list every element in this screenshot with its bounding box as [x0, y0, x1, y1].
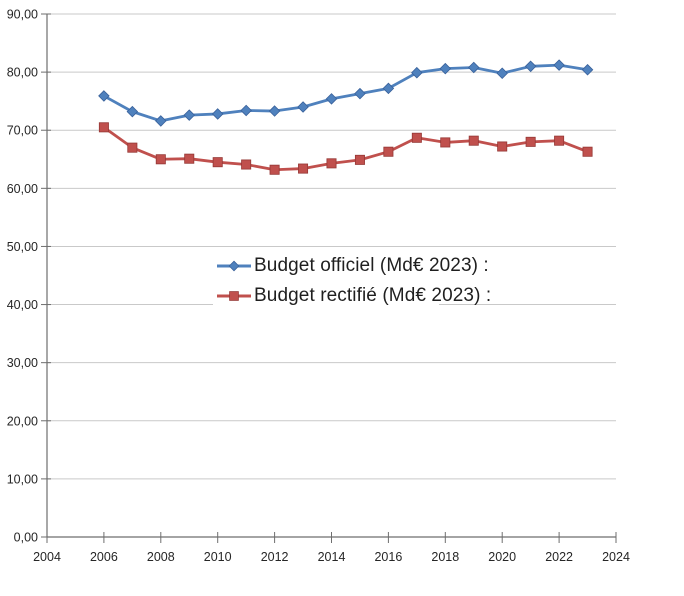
data-point-diamond	[553, 59, 565, 71]
x-tick-label: 2008	[147, 550, 175, 564]
data-point-diamond	[439, 62, 452, 75]
legend-label-budget-officiel: Budget officiel (Md€ 2023) :	[254, 255, 489, 276]
y-tick-label: 20,00	[7, 414, 38, 428]
x-tick-label: 2006	[90, 550, 118, 564]
legend-item-budget-rectifie: Budget rectifié (Md€ 2023) :	[216, 281, 491, 311]
data-point-diamond	[354, 87, 366, 100]
data-point-square	[497, 141, 508, 152]
legend-backdrop	[213, 249, 439, 313]
data-point-square	[298, 163, 309, 174]
x-tick-label: 2022	[545, 550, 573, 564]
data-point-diamond	[325, 93, 338, 105]
chart-legend: Budget officiel (Md€ 2023) : Budget rect…	[216, 251, 491, 311]
y-tick-label: 40,00	[7, 298, 38, 312]
data-point-diamond	[496, 67, 508, 80]
data-point-square	[411, 132, 422, 143]
data-point-square	[440, 137, 451, 148]
y-tick-label: 80,00	[7, 66, 38, 80]
y-tick-label: 0,00	[14, 531, 38, 545]
x-tick-label: 2010	[204, 550, 232, 564]
legend-swatch-officiel-icon	[217, 260, 251, 272]
data-point-square	[582, 146, 593, 157]
data-point-diamond	[382, 82, 395, 95]
y-tick-label: 90,00	[7, 8, 38, 22]
data-point-diamond	[467, 61, 480, 74]
y-tick-label: 30,00	[7, 356, 38, 370]
x-tick-label: 2004	[33, 550, 61, 564]
data-point-diamond	[524, 60, 537, 73]
data-point-square	[212, 157, 223, 168]
data-point-diamond	[411, 66, 423, 79]
data-point-diamond	[268, 105, 281, 117]
x-tick-label: 2012	[261, 550, 289, 564]
data-point-diamond	[211, 108, 224, 120]
data-point-square	[383, 146, 394, 157]
data-point-square	[98, 122, 109, 133]
x-tick-label: 2018	[431, 550, 459, 564]
y-tick-label: 50,00	[7, 240, 38, 254]
x-tick-label: 2016	[374, 550, 402, 564]
data-point-square	[525, 136, 536, 147]
data-point-diamond	[297, 101, 309, 113]
data-point-square	[184, 153, 195, 164]
data-point-diamond	[126, 105, 139, 118]
data-point-diamond	[581, 64, 594, 76]
y-tick-label: 70,00	[7, 124, 38, 138]
x-tick-label: 2014	[318, 550, 346, 564]
data-point-square	[269, 164, 280, 175]
data-point-square	[155, 154, 166, 165]
data-point-diamond	[240, 104, 252, 117]
x-tick-label: 2024	[602, 550, 630, 564]
y-tick-label: 60,00	[7, 182, 38, 196]
data-point-square	[554, 135, 565, 146]
series-line	[102, 125, 589, 172]
data-point-square	[241, 159, 252, 170]
data-point-square	[127, 142, 138, 153]
x-tick-label: 2020	[488, 550, 516, 564]
data-point-diamond	[98, 90, 110, 102]
data-point-diamond	[183, 109, 196, 121]
data-point-square	[354, 154, 365, 165]
data-point-square	[326, 158, 337, 169]
data-point-square	[468, 135, 479, 146]
series-line	[102, 63, 589, 123]
legend-item-budget-officiel: Budget officiel (Md€ 2023) :	[216, 251, 491, 281]
legend-swatch-rectifie-icon	[217, 291, 251, 301]
y-tick-label: 10,00	[7, 472, 38, 486]
data-point-diamond	[155, 115, 167, 127]
legend-label-budget-rectifie: Budget rectifié (Md€ 2023) :	[254, 285, 492, 306]
